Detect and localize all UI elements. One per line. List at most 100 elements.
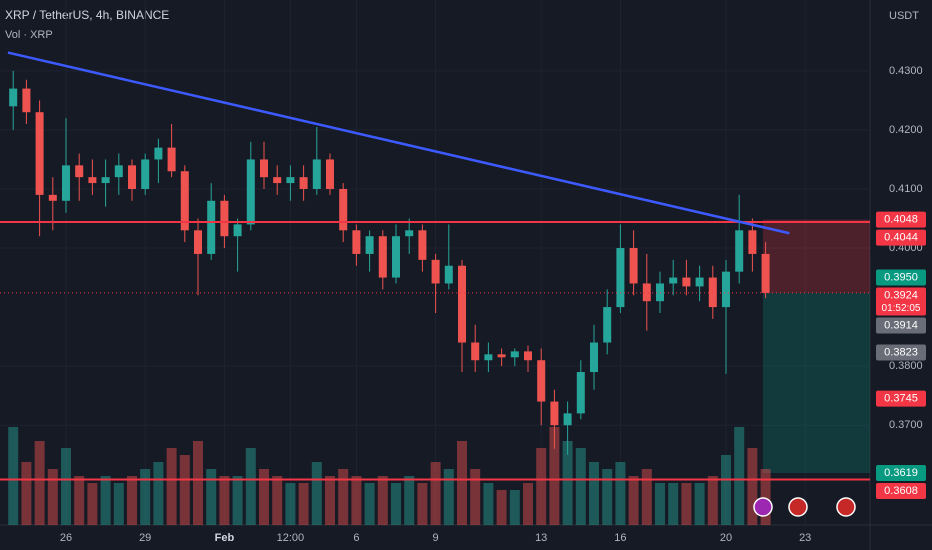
volume-bar	[34, 441, 45, 525]
candle-body	[352, 230, 361, 254]
price-label: 0.3619	[884, 467, 918, 479]
price-label: 0.3924	[884, 289, 918, 301]
candle-body	[22, 88, 31, 113]
candle-body	[392, 236, 400, 278]
volume-bar	[206, 469, 217, 525]
candle-body	[708, 277, 717, 308]
volume-bar	[602, 469, 613, 525]
candle-body	[167, 147, 176, 172]
volume-bar	[127, 476, 137, 525]
candle-body	[312, 159, 321, 189]
event-icon	[836, 497, 856, 517]
price-label-box	[876, 465, 926, 482]
y-tick-label: 0.3700	[889, 419, 923, 431]
candle-body	[141, 159, 150, 189]
candle-body	[431, 259, 440, 284]
volume-bar	[496, 490, 507, 525]
price-label-box	[876, 269, 926, 286]
volume-bar	[338, 469, 349, 525]
candle-body	[326, 159, 334, 189]
volume-bar	[721, 455, 731, 525]
price-label: 0.4044	[884, 232, 918, 244]
price-label: 0.3950	[884, 271, 918, 283]
candle-body	[524, 351, 532, 361]
volume-bar	[470, 469, 481, 525]
candle-body	[722, 271, 730, 308]
x-tick-label: 20	[720, 532, 732, 544]
x-tick-label: 9	[433, 532, 439, 544]
volume-bar	[140, 469, 151, 525]
candle-body	[339, 188, 348, 231]
candle-body	[405, 230, 414, 237]
x-tick-label: 23	[799, 532, 811, 544]
volume-bar	[589, 462, 599, 525]
volume-bar	[575, 448, 586, 525]
volume-bar	[8, 427, 19, 525]
candle-body	[656, 283, 664, 302]
volume-bar	[628, 476, 639, 525]
price-label-box	[876, 317, 926, 334]
volume-bar	[747, 448, 758, 525]
volume-bar	[641, 469, 652, 525]
candle-body	[154, 147, 163, 160]
volume-bar	[681, 483, 692, 525]
candle-body	[590, 342, 598, 373]
y-tick-label: 0.4200	[889, 124, 923, 136]
candle-body	[735, 230, 744, 272]
volume-bar	[734, 427, 745, 525]
volume-bar	[166, 448, 177, 525]
candle-body	[233, 224, 242, 237]
price-label-box	[876, 229, 926, 246]
volume-bar	[404, 476, 415, 525]
volume-bar	[655, 483, 665, 525]
volume-bar	[364, 483, 375, 525]
volume-bar	[153, 462, 164, 525]
candle-body	[273, 177, 282, 184]
volume-bar	[549, 427, 560, 525]
price-label: 0.3914	[884, 319, 918, 331]
volume-bar	[377, 476, 388, 525]
volume-bar	[562, 441, 573, 525]
volume-bar	[21, 462, 32, 525]
candle-body	[471, 342, 480, 361]
candle-body	[62, 165, 70, 201]
volume-bar	[311, 462, 322, 525]
candle-body	[35, 112, 44, 195]
volume-bar	[391, 483, 401, 525]
candle-body	[682, 277, 691, 287]
x-tick-label: 26	[60, 532, 72, 544]
candle-body	[497, 354, 506, 358]
volume-bar	[760, 469, 771, 525]
event-icon	[788, 497, 808, 517]
price-label: 0.3608	[884, 485, 918, 497]
candle-body	[88, 177, 97, 184]
candle-body	[299, 177, 308, 189]
price-label-box	[876, 211, 926, 228]
volume-bar	[285, 483, 296, 525]
x-tick-label: 12:00	[277, 532, 305, 544]
volume-bar	[417, 483, 428, 525]
position-target-zone	[762, 292, 870, 474]
candle-body	[207, 200, 216, 254]
candle-body	[761, 253, 770, 293]
volume-bar	[351, 476, 362, 525]
price-label: 0.3823	[884, 346, 918, 358]
candle-body	[48, 194, 57, 201]
volume-bar	[707, 476, 718, 525]
volume-bar	[325, 476, 335, 525]
volume-bar	[245, 448, 256, 525]
candle-body	[75, 165, 84, 178]
volume-bar	[443, 469, 454, 525]
volume-bar	[232, 476, 243, 525]
trendline	[7, 51, 790, 235]
volume-bar	[430, 462, 441, 525]
volume-bar	[298, 483, 309, 525]
volume-bar	[457, 441, 467, 525]
candle-body	[616, 248, 625, 308]
candle-body	[286, 177, 295, 184]
y-tick-label: 0.4300	[889, 65, 923, 77]
y-tick-label: 0.3800	[889, 360, 923, 372]
candle-body	[510, 351, 519, 358]
